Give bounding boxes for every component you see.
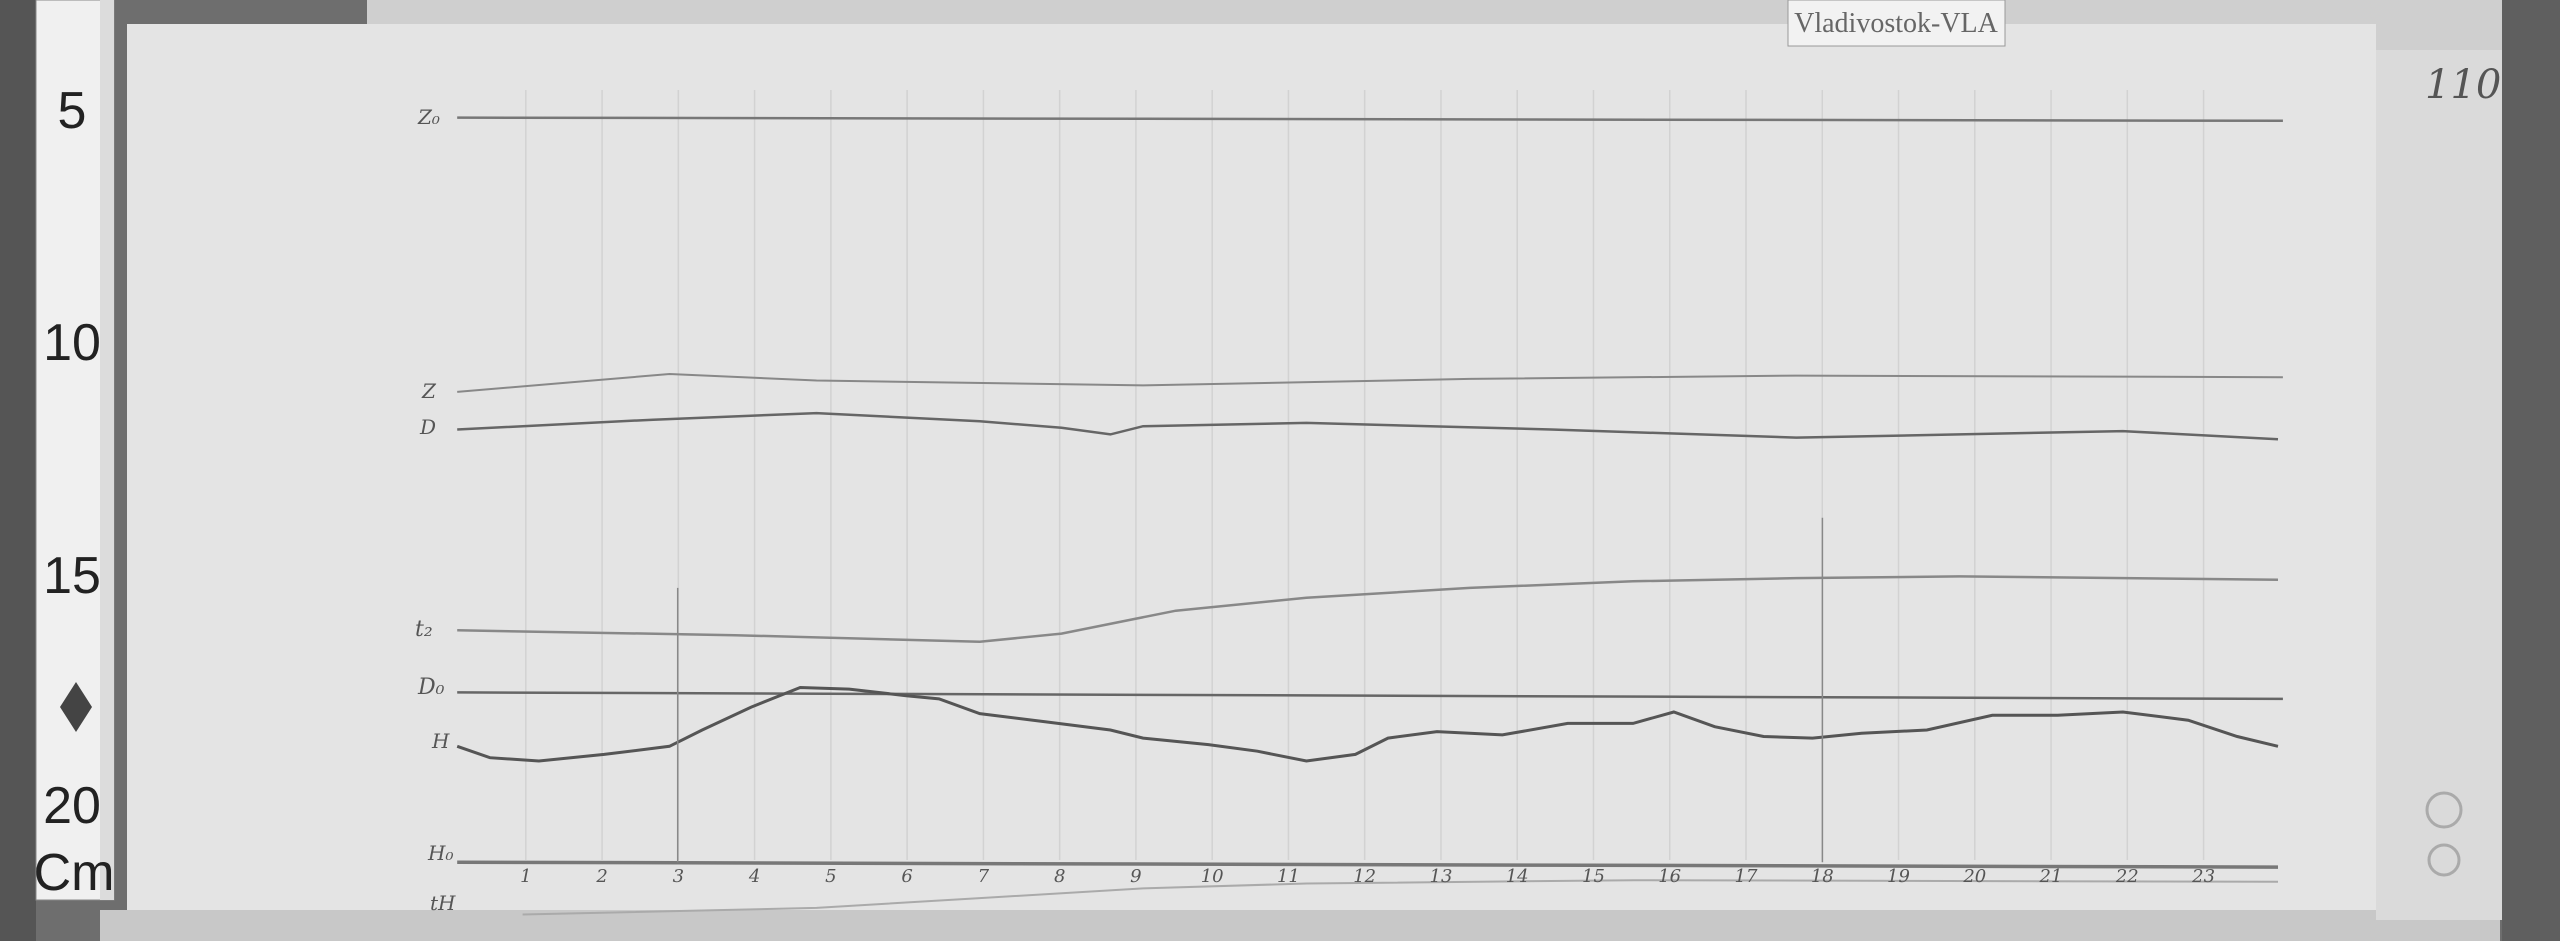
hour-tick-label: 12 xyxy=(1353,866,1376,887)
hour-tick-label: 13 xyxy=(1430,866,1453,887)
label-d: D xyxy=(419,415,436,439)
z0-baseline xyxy=(457,116,2283,123)
label-h0: H₀ xyxy=(427,841,453,865)
hour-tick-label: 5 xyxy=(825,866,836,887)
h0-baseline xyxy=(457,860,2279,869)
ruler-mark: 15 xyxy=(43,547,101,605)
hour-tick-label: 4 xyxy=(748,866,760,887)
ruler-mark: 20 xyxy=(43,777,101,835)
hour-tick-label: 21 xyxy=(2039,866,2063,887)
ruler: 5 10 15 20 Cm xyxy=(0,0,115,941)
magnetogram-paper xyxy=(127,24,2376,915)
hour-tick-label: 16 xyxy=(1658,866,1681,887)
hour-tick-label: 7 xyxy=(978,866,990,887)
label-t2: t₂ xyxy=(415,617,433,642)
hour-tick-label: 15 xyxy=(1582,866,1605,887)
hour-tick-label: 6 xyxy=(901,866,912,887)
d-trace xyxy=(457,411,2279,441)
diamond-marker-icon xyxy=(60,682,92,732)
label-z: Z xyxy=(421,379,437,403)
hour-tick-label: 2 xyxy=(595,866,607,887)
th-trace xyxy=(522,879,2279,916)
d0-baseline xyxy=(457,691,2283,701)
bottom-strip xyxy=(100,910,2500,941)
hour-tick-label: 14 xyxy=(1506,866,1529,887)
hour-tick-label: 1 xyxy=(520,866,531,887)
ruler-unit: Cm xyxy=(34,844,115,902)
hour-tick-label: 3 xyxy=(673,866,684,887)
hour-tick-label: 10 xyxy=(1201,866,1224,887)
hour-tick-label: 18 xyxy=(1811,866,1834,887)
hour-tick-label: 8 xyxy=(1054,866,1065,887)
t2-trace xyxy=(457,575,2279,644)
label-z0: Z₀ xyxy=(417,105,440,129)
hole-icon xyxy=(2427,843,2461,877)
hour-tick-label: 22 xyxy=(2115,866,2139,887)
station-label-text: Vladivostok-VLA xyxy=(1794,8,1999,39)
right-panel xyxy=(2376,50,2502,920)
hour-tick-label: 9 xyxy=(1130,866,1141,887)
hole-icon xyxy=(2425,791,2463,829)
sheet-number: 110 xyxy=(2425,62,2501,108)
label-d0: D₀ xyxy=(417,675,445,700)
hour-tick-label: 17 xyxy=(1735,866,1758,887)
label-th: tH xyxy=(430,891,456,915)
h-trace xyxy=(456,685,2279,763)
station-label: Vladivostok-VLA xyxy=(1787,0,2006,47)
ruler-mark: 5 xyxy=(58,82,87,140)
label-h: H xyxy=(431,729,450,753)
ruler-mark: 10 xyxy=(43,314,101,372)
hour-tick-label: 20 xyxy=(1962,866,1986,887)
hour-tick-label: 11 xyxy=(1277,866,1300,887)
z-trace xyxy=(457,372,2283,393)
hour-tick-label: 19 xyxy=(1887,866,1910,887)
hour-tick-label: 23 xyxy=(2191,866,2215,887)
